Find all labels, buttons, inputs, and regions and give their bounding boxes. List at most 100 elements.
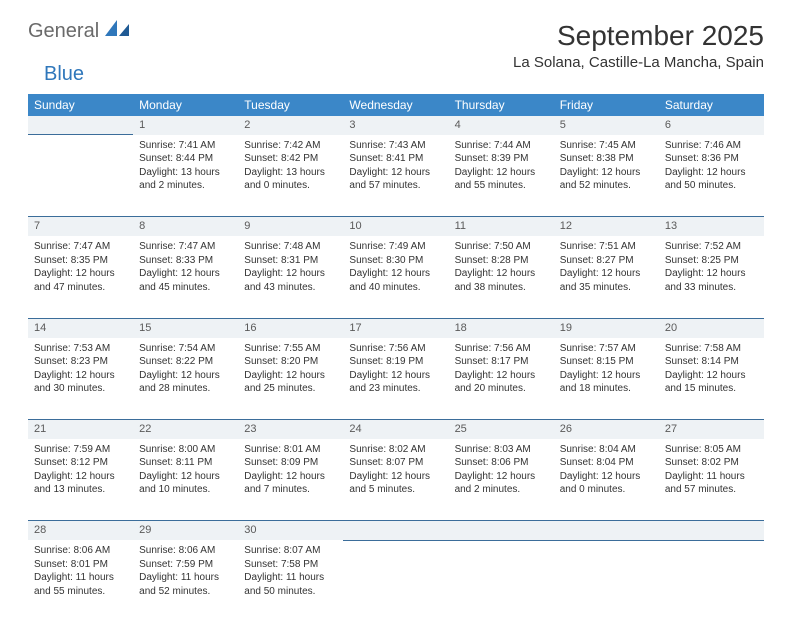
day-cell: Sunrise: 7:46 AMSunset: 8:36 PMDaylight:…	[659, 135, 764, 217]
day-number: 11	[449, 217, 554, 236]
sunset-text: Sunset: 8:31 PM	[244, 254, 337, 268]
day-cell: Sunrise: 7:57 AMSunset: 8:15 PMDaylight:…	[554, 338, 659, 420]
daylight-text: Daylight: 11 hours	[139, 571, 232, 585]
daylight-text: Daylight: 12 hours	[560, 470, 653, 484]
weekday-row: SundayMondayTuesdayWednesdayThursdayFrid…	[28, 94, 764, 116]
daylight-text: Daylight: 11 hours	[34, 571, 127, 585]
day-cell: Sunrise: 7:51 AMSunset: 8:27 PMDaylight:…	[554, 236, 659, 318]
day-number: 14	[28, 318, 133, 337]
week-row: Sunrise: 7:53 AMSunset: 8:23 PMDaylight:…	[28, 338, 764, 420]
daylight-text: Daylight: 13 hours	[139, 166, 232, 180]
daylight-text: Daylight: 12 hours	[34, 369, 127, 383]
day-number: 5	[554, 116, 659, 135]
sunset-text: Sunset: 8:42 PM	[244, 152, 337, 166]
daylight-text: and 2 minutes.	[455, 483, 548, 497]
sunrise-text: Sunrise: 7:52 AM	[665, 240, 758, 254]
sunrise-text: Sunrise: 8:06 AM	[139, 544, 232, 558]
day-number: 23	[238, 420, 343, 439]
daylight-text: and 13 minutes.	[34, 483, 127, 497]
sunrise-text: Sunrise: 8:06 AM	[34, 544, 127, 558]
sunset-text: Sunset: 8:25 PM	[665, 254, 758, 268]
day-number: 8	[133, 217, 238, 236]
sunrise-text: Sunrise: 8:01 AM	[244, 443, 337, 457]
week-row: Sunrise: 7:47 AMSunset: 8:35 PMDaylight:…	[28, 236, 764, 318]
daynum-row: 21222324252627	[28, 420, 764, 439]
day-cell: Sunrise: 8:02 AMSunset: 8:07 PMDaylight:…	[343, 439, 448, 521]
daylight-text: Daylight: 12 hours	[665, 166, 758, 180]
daylight-text: and 0 minutes.	[244, 179, 337, 193]
sunset-text: Sunset: 8:11 PM	[139, 456, 232, 470]
day-number: 19	[554, 318, 659, 337]
sunrise-text: Sunrise: 7:43 AM	[349, 139, 442, 153]
day-cell: Sunrise: 7:44 AMSunset: 8:39 PMDaylight:…	[449, 135, 554, 217]
sunset-text: Sunset: 8:41 PM	[349, 152, 442, 166]
daylight-text: and 23 minutes.	[349, 382, 442, 396]
daylight-text: and 5 minutes.	[349, 483, 442, 497]
daylight-text: Daylight: 12 hours	[560, 369, 653, 383]
sunset-text: Sunset: 7:59 PM	[139, 558, 232, 572]
day-cell: Sunrise: 8:07 AMSunset: 7:58 PMDaylight:…	[238, 540, 343, 622]
daylight-text: and 0 minutes.	[560, 483, 653, 497]
month-title: September 2025	[513, 20, 764, 52]
sunset-text: Sunset: 8:38 PM	[560, 152, 653, 166]
day-cell: Sunrise: 7:58 AMSunset: 8:14 PMDaylight:…	[659, 338, 764, 420]
calendar-table: SundayMondayTuesdayWednesdayThursdayFrid…	[28, 94, 764, 622]
daylight-text: and 18 minutes.	[560, 382, 653, 396]
daylight-text: and 40 minutes.	[349, 281, 442, 295]
day-cell: Sunrise: 8:04 AMSunset: 8:04 PMDaylight:…	[554, 439, 659, 521]
daylight-text: Daylight: 12 hours	[665, 267, 758, 281]
day-cell	[343, 540, 448, 622]
location-text: La Solana, Castille-La Mancha, Spain	[513, 54, 764, 71]
sunrise-text: Sunrise: 8:04 AM	[560, 443, 653, 457]
day-number: 3	[343, 116, 448, 135]
sunset-text: Sunset: 8:02 PM	[665, 456, 758, 470]
sunset-text: Sunset: 8:27 PM	[560, 254, 653, 268]
daylight-text: and 33 minutes.	[665, 281, 758, 295]
day-number	[554, 521, 659, 540]
day-number: 16	[238, 318, 343, 337]
day-cell: Sunrise: 8:00 AMSunset: 8:11 PMDaylight:…	[133, 439, 238, 521]
sunset-text: Sunset: 8:06 PM	[455, 456, 548, 470]
sunrise-text: Sunrise: 7:59 AM	[34, 443, 127, 457]
daylight-text: and 52 minutes.	[560, 179, 653, 193]
sunrise-text: Sunrise: 7:49 AM	[349, 240, 442, 254]
day-number: 28	[28, 521, 133, 540]
daylight-text: Daylight: 12 hours	[560, 166, 653, 180]
daylight-text: and 35 minutes.	[560, 281, 653, 295]
week-row: Sunrise: 8:06 AMSunset: 8:01 PMDaylight:…	[28, 540, 764, 622]
day-cell: Sunrise: 7:56 AMSunset: 8:19 PMDaylight:…	[343, 338, 448, 420]
day-number: 24	[343, 420, 448, 439]
day-cell: Sunrise: 8:03 AMSunset: 8:06 PMDaylight:…	[449, 439, 554, 521]
week-row: Sunrise: 7:41 AMSunset: 8:44 PMDaylight:…	[28, 135, 764, 217]
daylight-text: Daylight: 12 hours	[349, 470, 442, 484]
daylight-text: and 57 minutes.	[665, 483, 758, 497]
daylight-text: Daylight: 12 hours	[455, 267, 548, 281]
sunrise-text: Sunrise: 7:58 AM	[665, 342, 758, 356]
sunrise-text: Sunrise: 8:00 AM	[139, 443, 232, 457]
weekday-header: Sunday	[28, 94, 133, 116]
week-row: Sunrise: 7:59 AMSunset: 8:12 PMDaylight:…	[28, 439, 764, 521]
daynum-row: 282930	[28, 521, 764, 540]
sunrise-text: Sunrise: 7:44 AM	[455, 139, 548, 153]
sunset-text: Sunset: 8:07 PM	[349, 456, 442, 470]
brand-text-blue: Blue	[44, 63, 84, 86]
day-cell: Sunrise: 7:43 AMSunset: 8:41 PMDaylight:…	[343, 135, 448, 217]
sunset-text: Sunset: 8:01 PM	[34, 558, 127, 572]
daylight-text: and 15 minutes.	[665, 382, 758, 396]
sunset-text: Sunset: 7:58 PM	[244, 558, 337, 572]
sunrise-text: Sunrise: 8:05 AM	[665, 443, 758, 457]
daylight-text: Daylight: 12 hours	[34, 267, 127, 281]
calendar-head: SundayMondayTuesdayWednesdayThursdayFrid…	[28, 94, 764, 116]
day-number	[659, 521, 764, 540]
daylight-text: Daylight: 12 hours	[349, 369, 442, 383]
daylight-text: Daylight: 12 hours	[349, 267, 442, 281]
daylight-text: and 50 minutes.	[665, 179, 758, 193]
daylight-text: Daylight: 11 hours	[244, 571, 337, 585]
day-number	[343, 521, 448, 540]
day-number: 2	[238, 116, 343, 135]
daylight-text: Daylight: 12 hours	[665, 369, 758, 383]
day-cell: Sunrise: 7:55 AMSunset: 8:20 PMDaylight:…	[238, 338, 343, 420]
daylight-text: and 30 minutes.	[34, 382, 127, 396]
sunset-text: Sunset: 8:17 PM	[455, 355, 548, 369]
sunrise-text: Sunrise: 7:45 AM	[560, 139, 653, 153]
